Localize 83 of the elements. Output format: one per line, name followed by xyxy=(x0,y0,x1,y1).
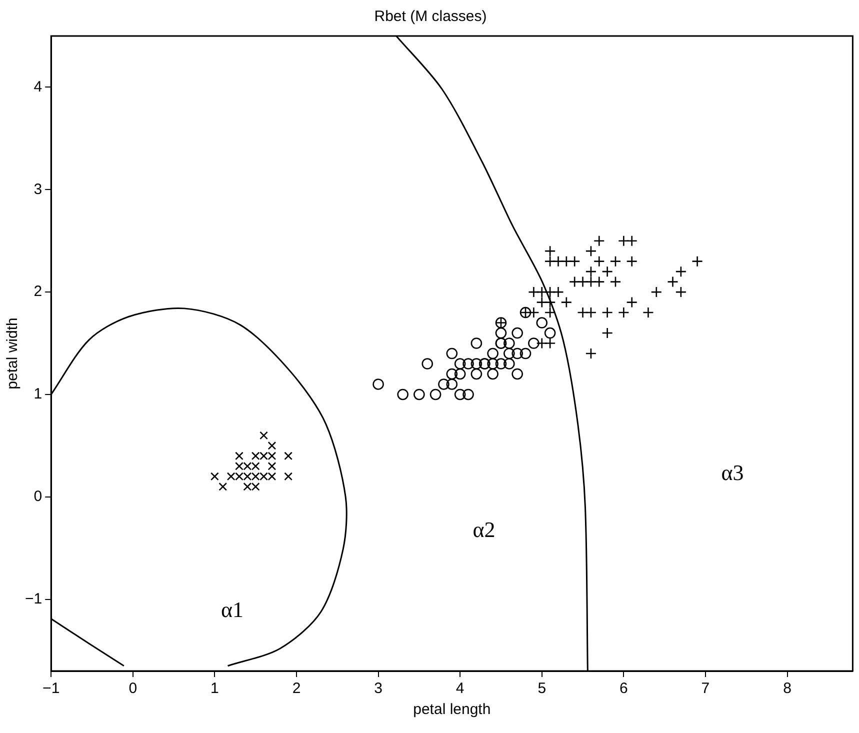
point xyxy=(528,338,540,349)
point xyxy=(462,388,474,400)
point xyxy=(536,317,548,328)
x-tick-label: 1 xyxy=(210,680,219,698)
point xyxy=(260,472,268,481)
point xyxy=(568,256,580,267)
point xyxy=(610,276,622,288)
x-axis-title: petal length xyxy=(413,701,491,718)
point xyxy=(512,348,523,360)
annotation: α2 xyxy=(472,517,496,542)
point xyxy=(504,358,515,370)
point xyxy=(544,306,556,318)
point xyxy=(512,327,523,339)
point xyxy=(210,472,219,481)
point xyxy=(536,286,548,298)
y-tick-label: 1 xyxy=(34,386,42,403)
point xyxy=(560,296,572,308)
annotation: α3 xyxy=(721,460,744,485)
point xyxy=(602,306,613,318)
point xyxy=(585,245,597,257)
point xyxy=(504,348,515,360)
point xyxy=(544,245,556,257)
x-tick-label: 2 xyxy=(292,680,301,698)
point xyxy=(642,306,654,318)
point xyxy=(284,452,292,460)
y-axis-title: petal width xyxy=(4,318,22,390)
point xyxy=(495,327,507,339)
point xyxy=(495,358,507,370)
x-tick-label: 0 xyxy=(128,680,138,698)
point xyxy=(397,388,408,400)
point xyxy=(675,286,687,298)
point xyxy=(470,368,482,380)
y-tick-label: 0 xyxy=(34,488,42,506)
point xyxy=(470,338,482,349)
point xyxy=(504,338,515,349)
point xyxy=(446,348,458,360)
point xyxy=(226,472,236,481)
chart-title: Rbet (M classes) xyxy=(374,8,487,26)
point xyxy=(438,378,450,390)
x-tick-label: 6 xyxy=(620,680,628,698)
point xyxy=(487,348,498,360)
point xyxy=(430,388,442,400)
point xyxy=(446,378,458,390)
point xyxy=(585,306,597,318)
point xyxy=(650,286,662,298)
point xyxy=(585,348,597,360)
point xyxy=(585,266,597,278)
point xyxy=(454,388,466,400)
point xyxy=(536,296,548,308)
x-tick-label: 3 xyxy=(374,680,382,698)
point xyxy=(284,472,292,481)
x-tick-label: 8 xyxy=(783,680,792,698)
point xyxy=(593,256,605,267)
point xyxy=(422,358,434,370)
point xyxy=(675,266,687,278)
x-tick-label: 5 xyxy=(538,680,546,698)
annotation: α1 xyxy=(221,597,244,622)
point xyxy=(454,358,466,370)
y-tick-label: −1 xyxy=(24,590,42,608)
point xyxy=(544,327,556,339)
point xyxy=(218,482,228,491)
y-tick-label: 3 xyxy=(34,180,42,198)
point xyxy=(602,327,613,339)
x-tick-label: 7 xyxy=(701,680,710,698)
point xyxy=(487,368,498,380)
point xyxy=(520,348,532,360)
x-tick-label: 4 xyxy=(456,680,464,698)
point xyxy=(602,266,613,278)
point xyxy=(610,256,622,267)
point xyxy=(454,368,466,380)
point xyxy=(372,378,384,390)
point xyxy=(414,388,425,400)
point xyxy=(260,452,268,460)
point xyxy=(487,358,498,370)
point xyxy=(470,358,482,370)
point xyxy=(618,306,630,318)
point xyxy=(512,368,523,380)
y-tick-label: 4 xyxy=(34,78,42,96)
point xyxy=(260,431,268,440)
point xyxy=(593,235,605,246)
y-tick-label: 2 xyxy=(34,283,42,300)
point xyxy=(446,368,458,380)
point xyxy=(462,358,474,370)
